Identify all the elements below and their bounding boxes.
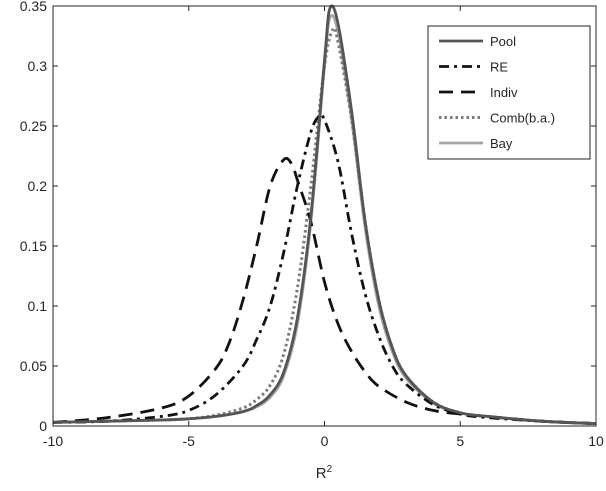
series-line-pool xyxy=(52,4,597,425)
axis-ticks xyxy=(52,5,597,427)
y-tick-label: 0 xyxy=(39,418,47,434)
y-tick-label: 0.25 xyxy=(20,118,47,134)
x-axis-label: R2 xyxy=(316,464,333,482)
x-tick-label: 5 xyxy=(456,433,464,449)
y-tick-label: 0.35 xyxy=(20,0,47,14)
x-tick-label: -10 xyxy=(43,433,63,449)
series-lines xyxy=(52,4,597,426)
series-line-re xyxy=(52,113,597,425)
legend: Pool RE Indiv Comb(b.a.) Bay xyxy=(427,25,591,160)
legend-label: Indiv xyxy=(490,85,518,100)
y-tick-label: 0.2 xyxy=(28,178,48,194)
x-tick-label: 0 xyxy=(321,433,329,449)
y-tick-label: 0.1 xyxy=(28,298,48,314)
x-axis-label-base: R xyxy=(316,465,327,482)
x-axis-label-superscript: 2 xyxy=(327,464,333,475)
legend-label: Pool xyxy=(490,34,516,49)
legend-label: Comb(b.a.) xyxy=(490,111,555,126)
y-tick-label: 0.05 xyxy=(20,358,47,374)
x-tick-label: -5 xyxy=(183,433,196,449)
axis-tick-labels: -10 -5 0 5 10 0 0.05 0.1 0.15 0.2 0.25 0.3 0.35 xyxy=(20,0,604,449)
y-tick-label: 0.3 xyxy=(28,58,48,74)
y-tick-label: 0.15 xyxy=(20,238,47,254)
legend-box xyxy=(427,25,591,160)
legend-label: Bay xyxy=(490,136,513,151)
x-tick-label: 10 xyxy=(588,433,604,449)
series-line-indiv xyxy=(52,156,597,425)
legend-label: RE xyxy=(490,60,508,75)
